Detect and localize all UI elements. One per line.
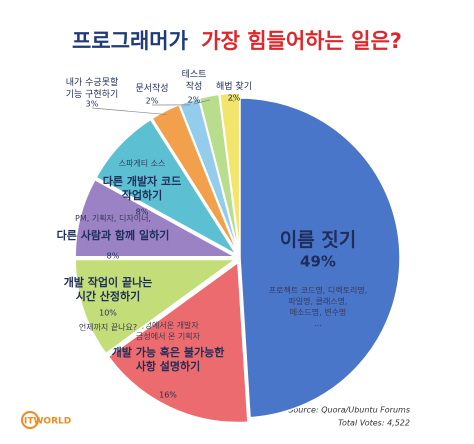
slice-note: 화성에서온 개발자 금성에서 온 기획자 [136,320,201,341]
slice-note: 언제까지 끝나요? [79,322,137,332]
pie-slice [74,258,238,355]
pie-slice [107,261,249,424]
title-part: 가장 힘들어하는 일은? [201,29,402,53]
slice-label: 다른 사람과 함께 일하기 [57,228,170,242]
value-label: 8% [107,252,120,261]
pie-slice [218,92,241,254]
pie-slice [74,178,236,258]
logo: ITWORLD [24,417,71,427]
leader-line [229,97,235,103]
title-part: 프로그래머가 [72,29,189,53]
value-label: 2% [188,96,201,105]
leader-line [91,107,167,115]
slice-note: PM, 기획자, 디자이너, [75,213,151,223]
slice-label: 이름 짓기 [280,229,357,251]
slice-label: 테스트 작성 [182,69,207,92]
total-votes: Total Votes: 4,522 [338,419,410,428]
slice-label: 문서작성 [135,83,168,94]
leader-line [193,99,210,105]
slice-label: 개발 가능 혹은 불가능한 사항 설명하기 [112,345,225,373]
value-label: 2% [228,94,241,103]
slice-label: 해법 찾기 [216,81,252,92]
source: Data Source: Quora/Ubuntu Forums [267,406,410,415]
slice-label: 내가 수긍못할 기능 구현하기 [66,77,119,100]
chart-title: 프로그래머가 가장 힘들어하는 일은? [72,29,402,53]
value-label: 8% [136,208,149,217]
slice-label: 개발 작업이 끝나는 시간 산정하기 [64,275,153,303]
pie-slice [95,118,237,256]
value-label: 10% [99,309,117,318]
pie-slice [239,97,401,419]
value-label: 16% [159,391,177,400]
slice-note: 스파게티 소스 [119,158,166,168]
slice-label: 다른 개발자 코드 작업하기 [103,174,182,202]
slice-note: 프로젝트 코드명, 디렉토리명, 파일명, 클래스명, 메소드명, 변수명... [269,285,368,328]
logo-mark [21,411,39,429]
value-label: 49% [300,253,336,271]
value-label: 2% [146,97,159,106]
value-label: 3% [86,100,99,109]
